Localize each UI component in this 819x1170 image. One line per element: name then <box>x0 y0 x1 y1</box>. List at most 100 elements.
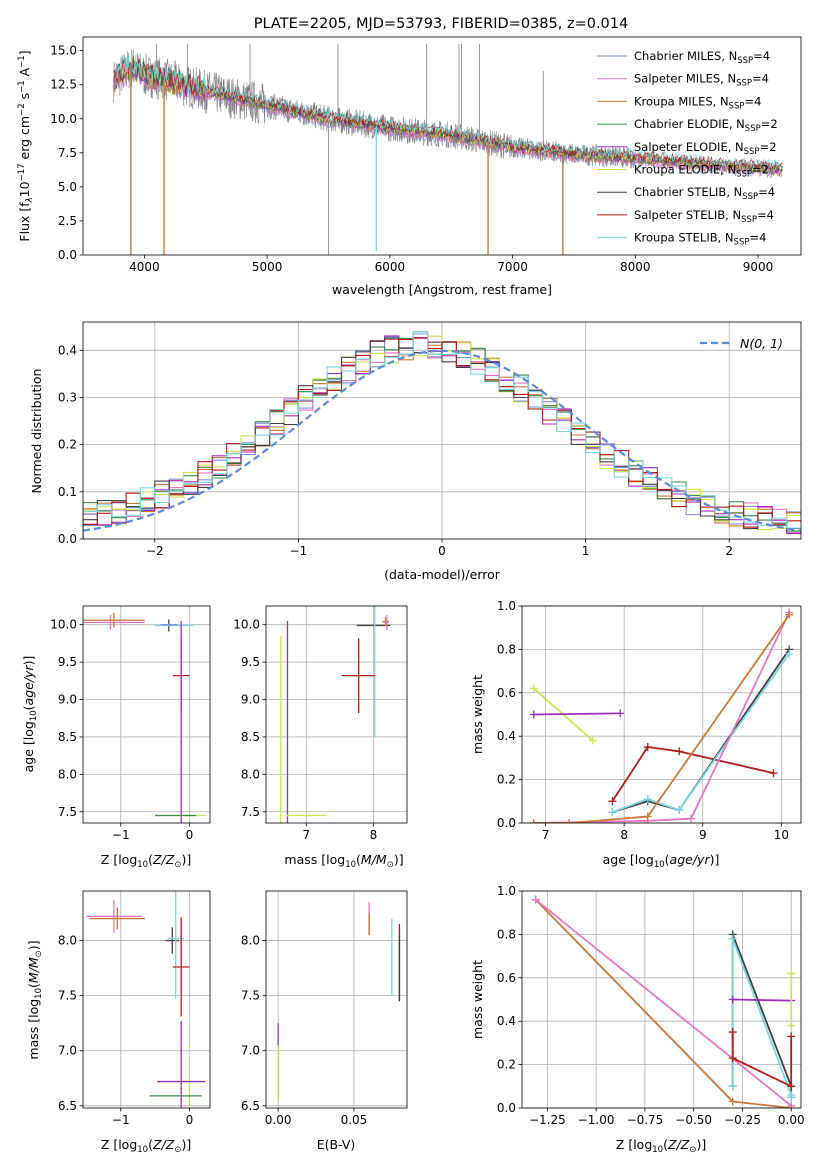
weight-marker <box>728 1054 737 1063</box>
weight-marker <box>588 736 597 745</box>
weight-marker <box>728 1097 737 1106</box>
x-axis-label: (data-model)/error <box>384 567 501 582</box>
legend-label: Salpeter STELIB, NSSP=4 <box>634 208 774 225</box>
legend-label: Chabrier MILES, NSSP=4 <box>634 49 770 66</box>
weight-marker <box>608 808 617 817</box>
y-tick-label: 9.5 <box>58 655 77 669</box>
y-tick-label: 12.5 <box>50 78 77 92</box>
axes: 7 8 9 10 0.0 0.2 0.4 0.6 0.8 1.0 mass weight age [l… <box>470 599 802 870</box>
error-point <box>172 917 190 1017</box>
x-tick-label: −1 <box>112 1113 130 1127</box>
x-tick-label: 0 <box>438 544 446 558</box>
error-point <box>86 899 142 933</box>
legend-label: Salpeter ELODIE, NSSP=2 <box>634 140 777 157</box>
y-tick-label: 0.0 <box>497 816 516 830</box>
weight-line <box>533 612 791 823</box>
weight-line <box>731 938 793 1098</box>
weight-line <box>611 746 774 802</box>
x-axis-label: mass [log10(M/M⊙)] <box>284 852 403 870</box>
axes-frame <box>521 890 802 1109</box>
weight-line <box>612 648 790 813</box>
y-tick-label: 10.0 <box>50 112 77 126</box>
x-tick-label: −1 <box>290 544 308 558</box>
x-axis-label: Z [log10(Z/Z⊙)] <box>101 1137 191 1155</box>
weight-marker <box>787 1093 796 1102</box>
y-axis-label: mass weight <box>470 960 485 1039</box>
axes-frame <box>265 605 408 824</box>
weight-marker <box>728 995 737 1004</box>
x-tick-label: 2 <box>725 544 733 558</box>
x-tick-label: 9 <box>699 828 707 842</box>
axes: −1 0 6.5 7.0 7.5 8.0 Z [log10(Z/Z⊙)] mass [log1… <box>26 890 211 1155</box>
y-tick-label: 0.1 <box>58 485 77 499</box>
y-tick-label: 6.5 <box>58 1099 77 1113</box>
axes-frame <box>82 36 802 256</box>
plot-area <box>86 891 206 1108</box>
legend-label: Chabrier STELIB, NSSP=4 <box>634 185 775 202</box>
y-tick-label: 8.0 <box>58 767 77 781</box>
x-tick-label: 8 <box>370 828 378 842</box>
y-tick-label: 0.8 <box>497 642 516 656</box>
weight-series <box>608 645 794 817</box>
weight-series <box>608 649 794 817</box>
weight-line <box>732 998 792 1002</box>
y-tick-label: 7.5 <box>58 989 77 1003</box>
residual-histogram <box>83 331 801 539</box>
y-tick-label: 10.0 <box>233 618 260 632</box>
axes: 7 8 7.5 8.0 8.5 9.0 9.5 10.0 mass [log10(M/M⊙)] <box>233 605 408 870</box>
y-tick-label: 0.0 <box>497 1101 516 1115</box>
grid <box>83 606 210 823</box>
y-tick-label: 7.5 <box>58 146 77 160</box>
model-spectrum <box>113 52 783 170</box>
y-axis-label: mass [log10(M/M⊙)] <box>26 940 44 1059</box>
y-tick-label: 0.4 <box>497 729 516 743</box>
y-tick-label: 8.5 <box>241 730 260 744</box>
y-axis-label: Normed distribution <box>29 369 44 494</box>
chart-z-age: −1 0 7.5 8.0 8.5 9.0 9.5 10.0 Z [log10(Z/Z⊙)] age… <box>21 605 211 870</box>
x-tick-label: 4000 <box>129 260 160 274</box>
weight-series <box>529 608 794 823</box>
legend: Chabrier MILES, NSSP=4 Salpeter MILES, NS… <box>597 49 778 248</box>
y-tick-label: 0.6 <box>497 971 516 985</box>
axes: 4000 5000 6000 7000 8000 9000 0.0 2.5 5.0 7.5 10.0… <box>17 36 802 297</box>
x-tick-label: 8 <box>620 828 628 842</box>
plot-area <box>113 43 783 255</box>
x-tick-label: 8000 <box>620 260 651 274</box>
y-tick-label: 7.0 <box>58 1044 77 1058</box>
error-point <box>384 614 389 630</box>
weight-marker <box>565 819 574 823</box>
weight-series <box>608 743 778 806</box>
figure-title: PLATE=2205, MJD=53793, FIBERID=0385, z=0… <box>254 16 628 32</box>
error-point <box>89 907 145 930</box>
y-tick-label: 9.0 <box>241 693 260 707</box>
x-tick-label: 0 <box>186 1113 194 1127</box>
weight-series <box>787 969 796 1030</box>
weight-series <box>529 709 625 719</box>
plot-area <box>83 612 207 823</box>
legend-label: Chabrier ELODIE, NSSP=2 <box>634 117 778 134</box>
chart-age-weight: 7 8 9 10 0.0 0.2 0.4 0.6 0.8 1.0 mass weight age [l… <box>470 599 802 870</box>
y-tick-label: 0.4 <box>58 343 77 357</box>
y-tick-label: 7.5 <box>58 805 77 819</box>
chart-z-weight: −1.25 −1.00 −0.75 −0.50 −0.25 0.00 0.0 0.2 0.4 0.… <box>470 884 805 1155</box>
weight-marker <box>529 710 538 719</box>
weight-marker <box>529 684 538 693</box>
x-tick-label: −2 <box>146 544 164 558</box>
model-spectrum <box>113 55 783 171</box>
x-tick-label: −1.25 <box>529 1113 566 1127</box>
y-tick-label: 8.5 <box>58 730 77 744</box>
weight-marker <box>787 1032 796 1041</box>
y-tick-label: 0.4 <box>497 1014 516 1028</box>
y-tick-label: 0.6 <box>497 686 516 700</box>
weight-series <box>531 895 796 1108</box>
x-tick-label: 9000 <box>743 260 774 274</box>
y-axis-label: Flux [fλ10−17 erg cm−2 s−1 A−1] <box>17 50 35 241</box>
weight-marker <box>686 814 695 823</box>
weight-series <box>728 1028 796 1091</box>
weight-marker <box>643 743 652 752</box>
x-axis-label: Z [log10(Z/Z⊙)] <box>101 852 191 870</box>
axes: −2 −1 0 1 2 0.0 0.1 0.2 0.3 0.4 (data-model)/error… <box>29 321 802 582</box>
legend-label: Salpeter MILES, NSSP=4 <box>634 72 769 89</box>
weight-marker <box>529 819 538 823</box>
